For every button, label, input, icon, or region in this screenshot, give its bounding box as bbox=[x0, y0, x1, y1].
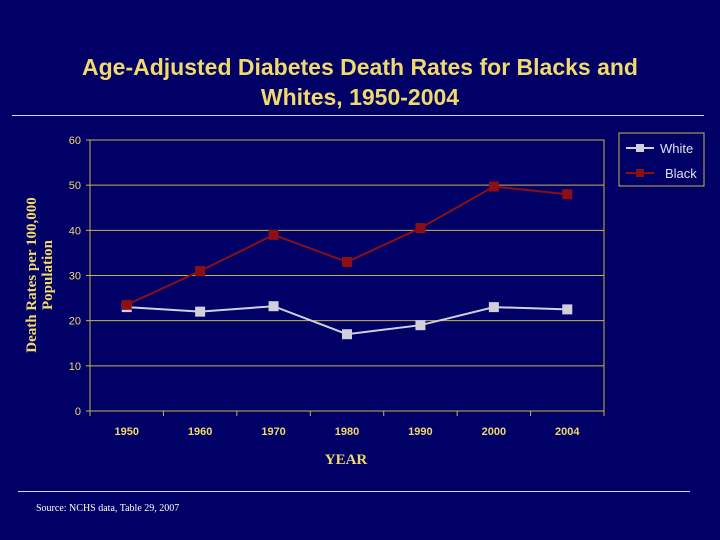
data-point-white-2004 bbox=[562, 304, 573, 315]
x-tick-label: 1980 bbox=[335, 426, 359, 438]
data-point-black-2004 bbox=[562, 189, 573, 200]
x-tick-label: 1970 bbox=[261, 426, 285, 438]
top-divider bbox=[12, 115, 704, 116]
series-line-black bbox=[126, 185, 568, 306]
x-axis-title: YEAR bbox=[325, 452, 368, 468]
source-note: Source: NCHS data, Table 29, 2007 bbox=[36, 503, 180, 514]
legend-box bbox=[618, 132, 705, 187]
y-tick-label: 10 bbox=[69, 361, 81, 373]
legend-white-marker bbox=[636, 144, 644, 152]
y-tick-label: 50 bbox=[69, 180, 81, 192]
data-point-black-1990 bbox=[415, 223, 426, 234]
legend-white-label: White bbox=[660, 141, 693, 156]
y-axis-title-line-2: Population bbox=[40, 239, 56, 310]
gridlines bbox=[90, 139, 604, 412]
y-tick-label: 30 bbox=[69, 271, 81, 283]
y-tick-label: 60 bbox=[69, 135, 81, 147]
title-line-1: Age-Adjusted Diabetes Death Rates for Bl… bbox=[82, 54, 638, 80]
data-point-white-2000 bbox=[488, 302, 499, 313]
data-point-black-1980 bbox=[342, 256, 352, 267]
x-tick-label: 1960 bbox=[188, 426, 212, 438]
data-point-black-1960 bbox=[195, 265, 206, 276]
data-point-white-1980 bbox=[342, 329, 352, 340]
y-axis-title-line-1: Death Rates per 100,000 bbox=[24, 197, 40, 353]
y-tick-label: 0 bbox=[75, 406, 81, 418]
title-line-2: Whites, 1950-2004 bbox=[260, 84, 460, 110]
data-point-white-1970 bbox=[268, 301, 279, 312]
legend-black-marker bbox=[636, 169, 644, 177]
x-tick-label: 2004 bbox=[555, 426, 580, 438]
y-axis-title: Death Rates per 100,000 Population bbox=[24, 197, 56, 353]
x-axis-ticks: 1950 1960 1970 1980 1990 2000 2004 bbox=[89, 411, 605, 438]
y-tick-label: 40 bbox=[69, 225, 81, 237]
legend-black-label: Black bbox=[665, 166, 697, 181]
x-tick-label: 1990 bbox=[408, 426, 432, 438]
data-point-black-2000 bbox=[488, 181, 499, 192]
x-tick-label: 2000 bbox=[482, 426, 506, 438]
chart-title: Age-Adjusted Diabetes Death Rates for Bl… bbox=[60, 52, 660, 112]
y-axis-ticks: 0 10 20 30 40 50 60 bbox=[69, 135, 90, 418]
x-tick-label: 1950 bbox=[114, 426, 138, 438]
legend: White Black bbox=[618, 132, 705, 187]
data-point-black-1970 bbox=[268, 229, 279, 240]
data-point-black-1950 bbox=[121, 299, 132, 310]
data-point-white-1990 bbox=[415, 320, 426, 331]
bottom-divider bbox=[18, 491, 690, 492]
y-tick-label: 20 bbox=[69, 316, 81, 328]
data-point-white-1960 bbox=[195, 306, 206, 317]
series-group bbox=[121, 181, 573, 340]
